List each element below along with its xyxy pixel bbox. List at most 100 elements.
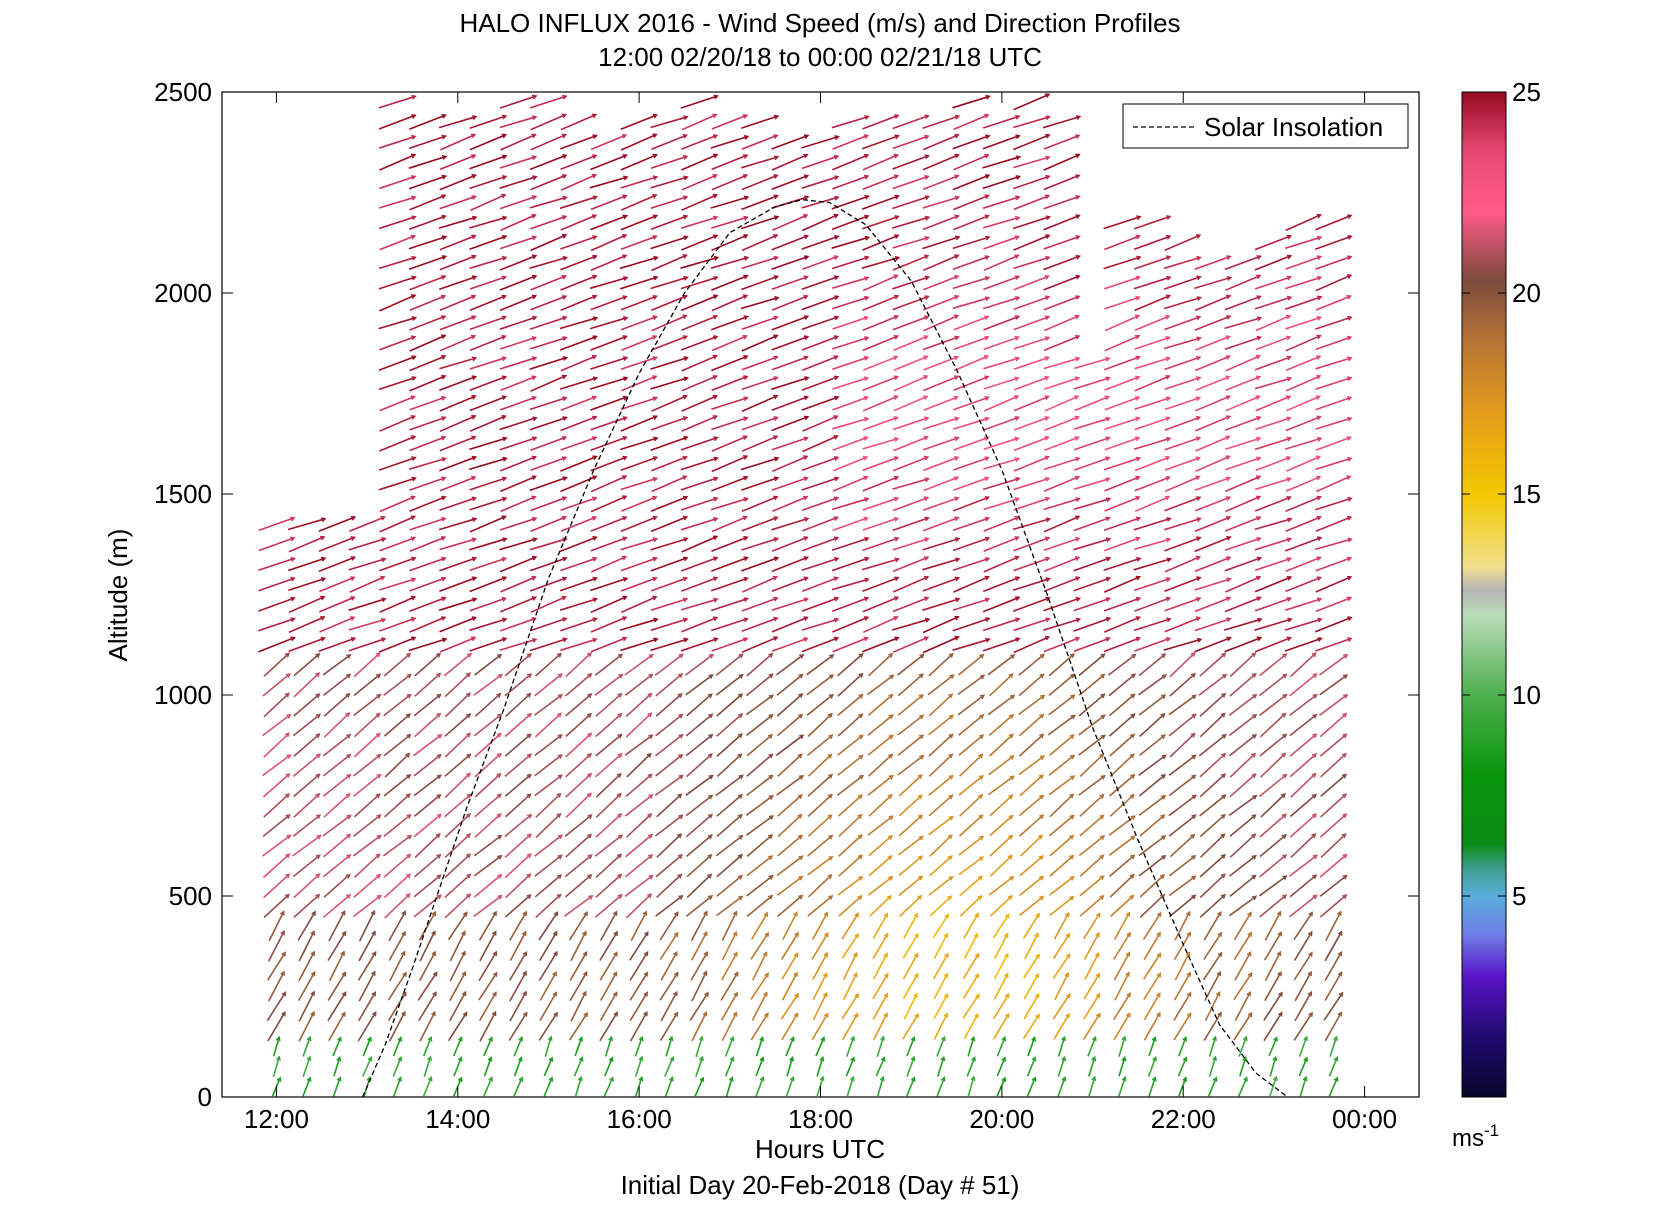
wind-vector xyxy=(659,911,679,941)
wind-vector-head xyxy=(1166,517,1172,522)
wind-vector-head xyxy=(556,874,563,880)
wind-vector xyxy=(388,911,407,942)
wind-vector-head xyxy=(743,576,749,582)
wind-vector-head xyxy=(586,752,593,758)
wind-vector-head xyxy=(400,950,406,956)
wind-vector xyxy=(777,814,802,838)
wind-vector xyxy=(409,334,446,352)
wind-vector-head xyxy=(281,1011,286,1017)
wind-vector xyxy=(288,536,325,553)
wind-vector xyxy=(771,416,809,432)
wind-vector xyxy=(922,215,959,231)
wind-vector xyxy=(1013,156,1050,169)
wind-vector-head xyxy=(284,893,290,899)
wind-vector xyxy=(1229,814,1257,837)
wind-vector-head xyxy=(1316,275,1323,281)
wind-vector-head xyxy=(320,595,326,601)
wind-vector-head xyxy=(577,1075,583,1082)
wind-vector xyxy=(564,693,592,717)
wind-vector-head xyxy=(531,214,537,219)
wind-vector-head xyxy=(743,274,749,280)
wind-vector xyxy=(710,597,748,612)
wind-vector-head xyxy=(803,556,810,561)
wind-vector-head xyxy=(315,814,322,819)
wind-vector xyxy=(504,814,532,838)
wind-vector-head xyxy=(1044,556,1051,562)
wind-vector-head xyxy=(471,234,477,240)
wind-vector-head xyxy=(833,355,839,360)
wind-vector xyxy=(681,174,717,191)
wind-vector-head xyxy=(1014,457,1021,462)
wind-vector xyxy=(861,195,899,210)
wind-vector xyxy=(771,437,808,451)
wind-vector xyxy=(837,673,864,697)
wind-vector-head xyxy=(340,910,346,916)
wind-vector xyxy=(1013,315,1050,331)
wind-vector-head xyxy=(397,1036,403,1042)
wind-vector-head xyxy=(501,193,507,199)
wind-vector xyxy=(1254,518,1292,531)
wind-vector xyxy=(1289,733,1317,758)
wind-vector xyxy=(724,1057,734,1077)
wind-vector xyxy=(322,654,351,676)
wind-vector xyxy=(1285,316,1321,330)
wind-vector xyxy=(831,195,869,210)
wind-vector-head xyxy=(501,356,508,362)
wind-vector xyxy=(959,794,983,817)
wind-vector xyxy=(438,115,477,129)
wind-vector xyxy=(892,154,929,170)
wind-vector-head xyxy=(320,577,327,582)
wind-vector xyxy=(1254,557,1291,571)
wind-vector xyxy=(378,477,416,491)
wind-vector-head xyxy=(984,396,990,401)
wind-vector-head xyxy=(1064,911,1070,917)
wind-vector xyxy=(530,496,567,512)
wind-vector xyxy=(831,296,869,310)
wind-vector-head xyxy=(864,255,870,261)
wind-vector xyxy=(478,972,498,1001)
wind-vector xyxy=(898,855,923,877)
wind-vector-head xyxy=(743,416,749,422)
wind-vector-head xyxy=(376,894,382,900)
wind-vector xyxy=(832,616,869,633)
wind-vector xyxy=(807,834,833,857)
wind-vector xyxy=(293,672,320,698)
wind-vector xyxy=(362,1037,372,1057)
wind-vector-head xyxy=(863,475,869,481)
wind-vector xyxy=(1285,375,1321,392)
wind-vector-head xyxy=(683,275,689,281)
wind-vector xyxy=(867,753,893,777)
wind-vector xyxy=(379,435,416,452)
wind-vector xyxy=(1168,713,1197,737)
wind-vector-head xyxy=(1221,752,1227,758)
wind-vector-head xyxy=(652,595,658,601)
wind-vector xyxy=(1148,1077,1156,1097)
wind-vector xyxy=(655,814,683,837)
wind-vector-head xyxy=(562,336,568,341)
wind-vector-head xyxy=(1105,436,1111,442)
wind-vector-head xyxy=(502,537,508,543)
wind-vector-head xyxy=(432,991,437,997)
wind-vector xyxy=(771,255,809,270)
wind-vector-head xyxy=(1130,835,1136,841)
wind-vector xyxy=(1018,895,1044,917)
wind-vector-head xyxy=(592,475,598,481)
wind-vector-head xyxy=(733,991,738,997)
solar-insolation-line xyxy=(362,199,1288,1098)
wind-vector xyxy=(318,637,356,652)
wind-vector-head xyxy=(440,395,447,401)
wind-vector-head xyxy=(1100,673,1106,679)
wind-vector-head xyxy=(917,794,923,800)
wind-vector-head xyxy=(1191,713,1197,719)
wind-vector xyxy=(590,516,627,532)
wind-vector xyxy=(332,1077,341,1097)
wind-vector-head xyxy=(622,295,628,300)
wind-vector-head xyxy=(1074,436,1080,441)
wind-vector xyxy=(382,834,412,857)
wind-vector xyxy=(958,714,984,736)
wind-vector xyxy=(1043,476,1080,492)
wind-vector xyxy=(534,673,563,697)
wind-vector xyxy=(595,793,622,818)
wind-vector xyxy=(439,456,476,472)
wind-vector-head xyxy=(1008,834,1014,840)
